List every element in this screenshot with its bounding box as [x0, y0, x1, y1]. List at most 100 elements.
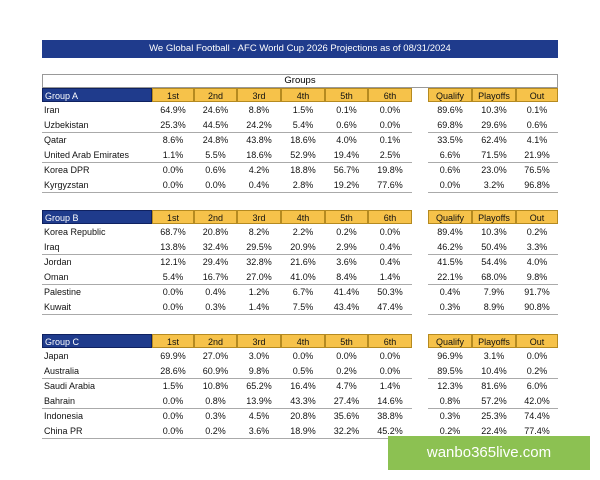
cell-value: 64.9%	[160, 105, 186, 115]
cell-value: 3.3%	[526, 242, 548, 252]
row-separator	[42, 378, 412, 379]
row-separator	[428, 162, 558, 163]
row-separator	[42, 314, 412, 315]
row-separator	[42, 254, 412, 255]
cell-value: 90.8%	[524, 302, 550, 312]
row-separator	[42, 192, 412, 193]
team-name: Bahrain	[44, 396, 76, 406]
team-name: Saudi Arabia	[44, 381, 96, 391]
row-separator	[428, 254, 558, 255]
cell-value: 5.4%	[162, 272, 184, 282]
cell-value: 0.3%	[439, 411, 461, 421]
row-separator	[428, 314, 558, 315]
cell-value: 9.8%	[248, 366, 270, 376]
cell-value: 47.4%	[377, 302, 403, 312]
cell-value: 50.3%	[377, 287, 403, 297]
cell-value: 69.9%	[160, 351, 186, 361]
group-header: Group B	[42, 210, 152, 224]
column-header: 5th	[325, 210, 368, 224]
cell-value: 89.6%	[437, 105, 463, 115]
column-header: 3rd	[237, 334, 281, 348]
row-separator	[428, 408, 558, 409]
cell-value: 4.0%	[526, 257, 548, 267]
cell-value: 44.5%	[202, 120, 229, 130]
cell-value: 0.0%	[379, 366, 401, 376]
cell-value: 1.5%	[292, 105, 314, 115]
cell-value: 0.4%	[248, 180, 270, 190]
cell-value: 32.4%	[202, 242, 229, 252]
cell-value: 0.6%	[205, 165, 226, 175]
cell-value: 68.0%	[481, 272, 507, 282]
cell-value: 1.4%	[379, 381, 401, 391]
cell-value: 16.4%	[290, 381, 316, 391]
cell-value: 35.6%	[333, 411, 360, 421]
cell-value: 4.2%	[248, 165, 270, 175]
cell-value: 8.6%	[162, 135, 184, 145]
cell-value: 8.2%	[248, 227, 270, 237]
cell-value: 69.8%	[437, 120, 463, 130]
cell-value: 6.6%	[439, 150, 461, 160]
column-header: Qualify	[428, 210, 472, 224]
group-header: Group C	[42, 334, 152, 348]
column-header: Out	[516, 88, 558, 102]
cell-value: 18.9%	[290, 426, 316, 436]
cell-value: 6.7%	[292, 287, 314, 297]
column-header: Qualify	[428, 334, 472, 348]
team-name: Palestine	[44, 287, 82, 297]
cell-value: 0.6%	[336, 120, 357, 130]
team-name: Oman	[44, 272, 69, 282]
cell-value: 25.3%	[160, 120, 186, 130]
cell-value: 0.0%	[439, 180, 461, 190]
team-name: Korea DPR	[44, 165, 90, 175]
cell-value: 28.6%	[160, 366, 186, 376]
cell-value: 7.5%	[292, 302, 314, 312]
cell-value: 77.4%	[524, 426, 550, 436]
cell-value: 19.4%	[333, 150, 360, 160]
cell-value: 27.0%	[246, 272, 272, 282]
cell-value: 23.0%	[481, 165, 507, 175]
cell-value: 19.8%	[377, 165, 403, 175]
cell-value: 20.9%	[290, 242, 316, 252]
column-header: 1st	[152, 334, 194, 348]
cell-value: 0.0%	[379, 227, 401, 237]
cell-value: 10.3%	[481, 227, 507, 237]
cell-value: 5.5%	[205, 150, 226, 160]
cell-value: 10.3%	[481, 105, 507, 115]
column-header: Out	[516, 334, 558, 348]
team-name: United Arab Emirates	[44, 150, 130, 160]
cell-value: 57.2%	[481, 396, 507, 406]
cell-value: 56.7%	[333, 165, 360, 175]
cell-value: 46.2%	[437, 242, 463, 252]
cell-value: 0.2%	[336, 227, 357, 237]
cell-value: 18.8%	[290, 165, 316, 175]
cell-value: 2.9%	[336, 242, 357, 252]
cell-value: 3.6%	[336, 257, 357, 267]
cell-value: 0.0%	[379, 351, 401, 361]
row-separator	[428, 284, 558, 285]
team-name: Indonesia	[44, 411, 84, 421]
cell-value: 4.5%	[248, 411, 270, 421]
row-separator	[42, 132, 412, 133]
cell-value: 16.7%	[202, 272, 229, 282]
column-header: 2nd	[194, 334, 237, 348]
cell-value: 12.1%	[160, 257, 186, 267]
cell-value: 0.1%	[379, 135, 401, 145]
cell-value: 1.2%	[248, 287, 270, 297]
team-name: Iraq	[44, 242, 60, 252]
cell-value: 6.0%	[526, 381, 548, 391]
cell-value: 8.9%	[483, 302, 505, 312]
cell-value: 0.1%	[526, 105, 548, 115]
row-separator	[428, 192, 558, 193]
cell-value: 0.4%	[205, 287, 226, 297]
cell-value: 1.5%	[162, 381, 184, 391]
row-separator	[42, 284, 412, 285]
column-header: 1st	[152, 88, 194, 102]
cell-value: 0.2%	[336, 366, 357, 376]
cell-value: 0.0%	[162, 165, 184, 175]
cell-value: 29.5%	[246, 242, 272, 252]
cell-value: 2.2%	[292, 227, 314, 237]
row-separator	[428, 378, 558, 379]
cell-value: 0.0%	[162, 411, 184, 421]
cell-value: 45.2%	[377, 426, 403, 436]
cell-value: 77.6%	[377, 180, 403, 190]
